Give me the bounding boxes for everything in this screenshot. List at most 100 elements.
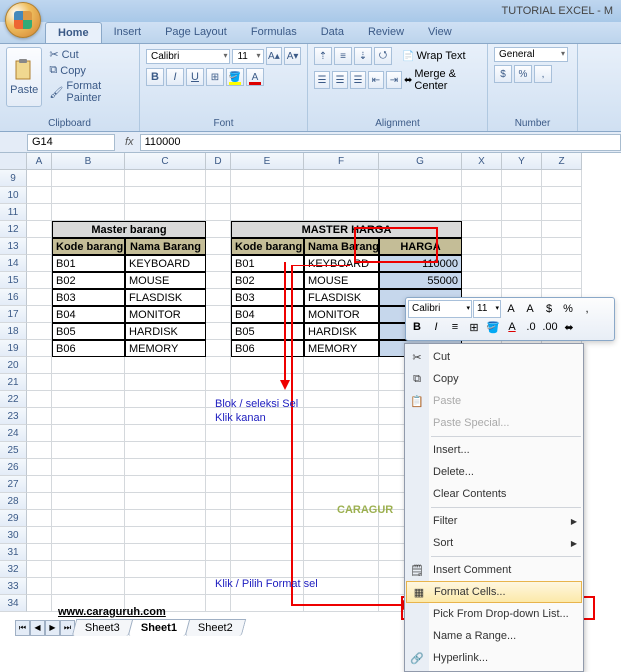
cell[interactable] [27,238,52,255]
cell[interactable] [304,408,379,425]
cell[interactable] [231,187,304,204]
cell[interactable] [231,493,304,510]
cell[interactable] [542,238,582,255]
row-header[interactable]: 27 [0,476,27,493]
cell[interactable] [206,374,231,391]
tab-nav-prev-icon[interactable]: ◀ [30,620,45,636]
cell[interactable] [125,578,206,595]
cell[interactable] [52,374,125,391]
cell[interactable] [462,187,502,204]
cell[interactable] [125,374,206,391]
cell[interactable] [125,561,206,578]
cell[interactable] [206,221,231,238]
number-format-combo[interactable]: General [494,47,568,62]
cell[interactable] [27,255,52,272]
menu-item-copy[interactable]: ⧉Copy [405,368,583,390]
cell[interactable] [206,476,231,493]
menu-item-insert[interactable]: Insert... [405,439,583,461]
cell[interactable]: MONITOR [304,306,379,323]
cell[interactable] [502,272,542,289]
col-header[interactable]: D [206,153,231,170]
cell[interactable] [206,493,231,510]
cell[interactable] [27,187,52,204]
cell[interactable] [125,476,206,493]
cell[interactable] [52,391,125,408]
cell[interactable] [27,323,52,340]
cell[interactable]: B05 [231,323,304,340]
format-painter-button[interactable]: 🖌Format Painter [46,79,133,105]
tab-formulas[interactable]: Formulas [239,22,309,43]
cell[interactable] [52,561,125,578]
cell[interactable] [27,289,52,306]
cell[interactable] [52,578,125,595]
percent-icon[interactable]: % [514,65,532,83]
cell[interactable] [542,170,582,187]
orientation-icon[interactable]: ⭯ [374,47,392,65]
cell[interactable] [502,238,542,255]
cut-button[interactable]: ✂Cut [46,47,133,62]
cell[interactable] [27,374,52,391]
cell[interactable] [206,544,231,561]
cell[interactable]: B04 [231,306,304,323]
cell[interactable] [125,357,206,374]
row-header[interactable]: 11 [0,204,27,221]
cell[interactable] [27,391,52,408]
cell[interactable] [304,561,379,578]
cell[interactable] [27,561,52,578]
cell[interactable] [52,357,125,374]
cell[interactable] [206,255,231,272]
cell[interactable]: B06 [231,340,304,357]
cell[interactable] [304,459,379,476]
cell[interactable] [304,170,379,187]
mini-font-combo[interactable]: Calibri [408,300,472,318]
cell[interactable] [52,204,125,221]
cell[interactable]: MEMORY [125,340,206,357]
tab-review[interactable]: Review [356,22,416,43]
cell[interactable] [52,442,125,459]
row-header[interactable]: 19 [0,340,27,357]
mini-border-icon[interactable]: ⊞ [465,318,483,336]
cell[interactable] [231,595,304,612]
mini-align-icon[interactable]: ≡ [446,318,464,336]
mini-shrink-icon[interactable]: A [521,300,539,318]
align-right-icon[interactable]: ☰ [350,71,366,89]
cell[interactable] [125,170,206,187]
tab-nav-first-icon[interactable]: ⏮ [15,620,30,636]
cell[interactable] [231,357,304,374]
cell[interactable] [231,476,304,493]
cell[interactable] [27,544,52,561]
sheet-tab[interactable]: Sheet3 [72,619,133,636]
cell[interactable] [125,459,206,476]
mini-dec-icon[interactable]: .0 [522,318,540,336]
cell[interactable] [304,544,379,561]
col-header[interactable]: F [304,153,379,170]
align-center-icon[interactable]: ☰ [332,71,348,89]
cell[interactable]: KEYBOARD [125,255,206,272]
row-header[interactable]: 25 [0,442,27,459]
cell[interactable] [304,442,379,459]
cell[interactable] [206,323,231,340]
cell[interactable] [27,442,52,459]
cell[interactable] [206,289,231,306]
cell[interactable] [27,459,52,476]
cell[interactable] [27,578,52,595]
cell[interactable] [502,204,542,221]
cell[interactable]: B04 [52,306,125,323]
cell[interactable]: MASTER HARGA [231,221,462,238]
cell[interactable] [206,238,231,255]
mini-fontcolor-icon[interactable]: A [503,318,521,336]
grow-font-icon[interactable]: A▴ [266,47,283,65]
cell[interactable] [206,357,231,374]
cell[interactable]: KEYBOARD [304,255,379,272]
fill-color-button[interactable]: 🪣 [226,68,244,86]
cell[interactable] [52,170,125,187]
cell[interactable] [206,170,231,187]
cell[interactable] [52,544,125,561]
tab-view[interactable]: View [416,22,464,43]
cell[interactable] [542,255,582,272]
cell[interactable] [52,493,125,510]
cell[interactable]: HARGA [379,238,462,255]
cell[interactable] [231,170,304,187]
cell[interactable] [462,204,502,221]
cell[interactable] [304,374,379,391]
